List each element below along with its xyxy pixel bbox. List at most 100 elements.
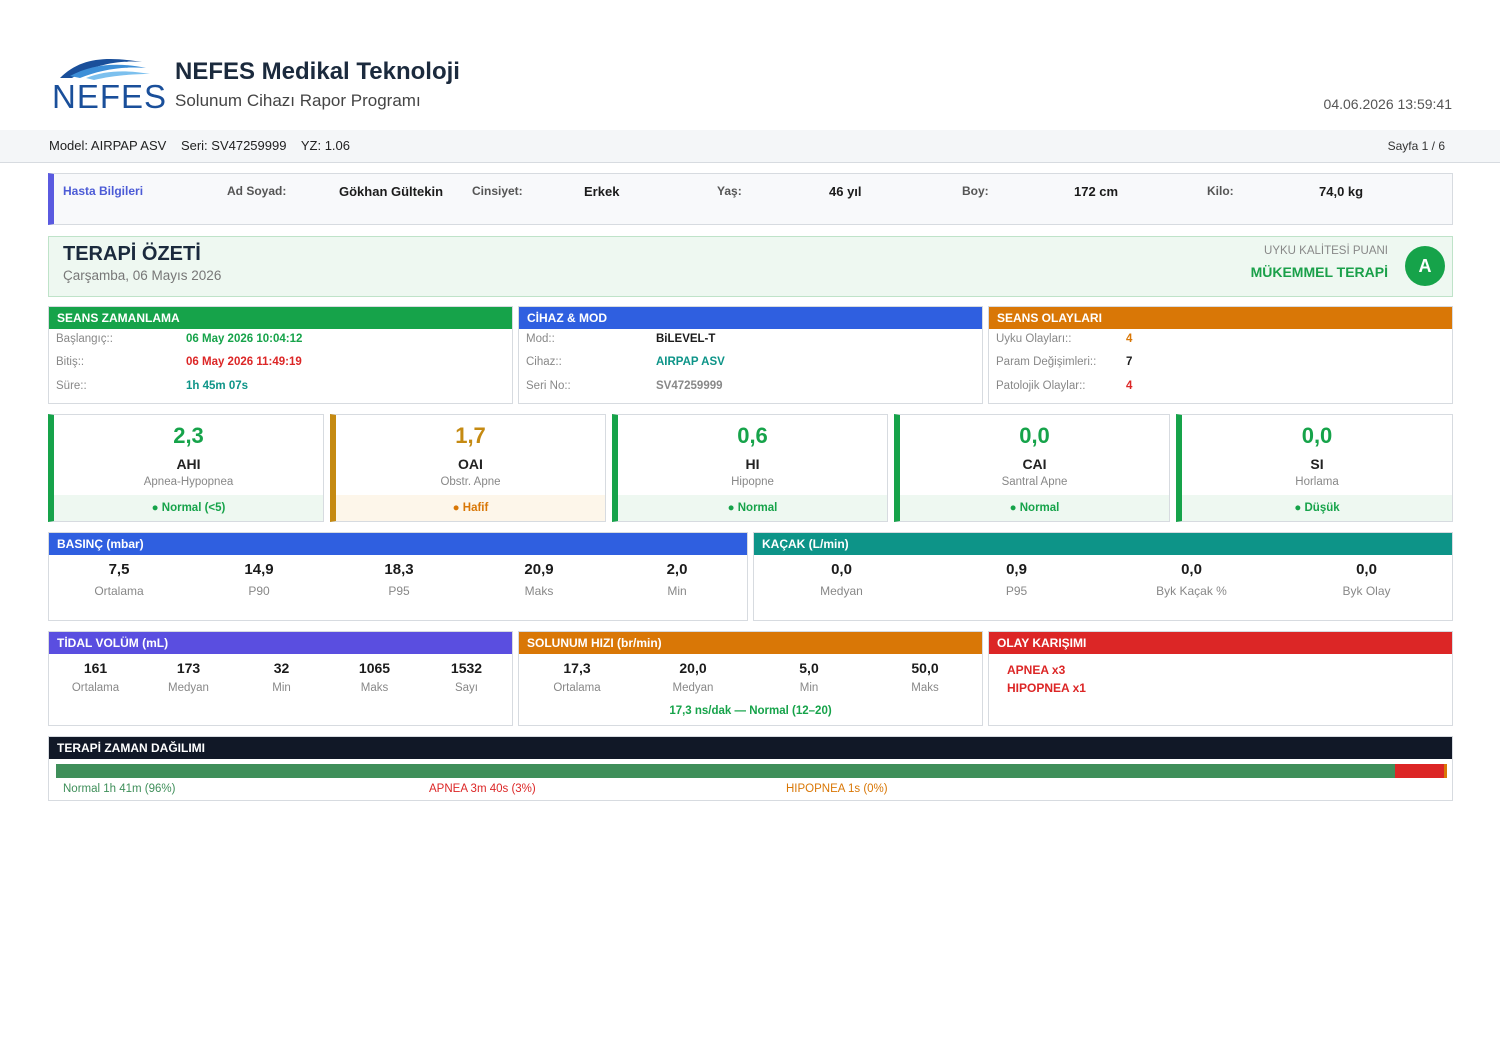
tidal-stat: 32 Min: [235, 660, 328, 694]
tidal-stat-label: Maks: [360, 682, 389, 694]
leak-title: KAÇAK (L/min): [754, 533, 1452, 555]
resp-rate-stat-value: 5,0: [799, 660, 819, 676]
start-value: 06 May 2026 10:04:12: [186, 333, 303, 345]
leak-stat: 0,9 P95: [929, 561, 1104, 598]
pressure-stat-value: 20,9: [524, 561, 554, 578]
serial-label: Seri No::: [526, 380, 571, 392]
patient-heading: Hasta Bilgileri: [63, 184, 144, 198]
session-events-title: SEANS OLAYLARI: [989, 307, 1452, 329]
pressure-stat-value: 18,3: [384, 561, 414, 578]
tidal-volume-panel: TİDAL VOLÜM (mL) 161 Ortalama 173 Medyan…: [48, 631, 513, 726]
pressure-stat: 2,0 Min: [607, 561, 747, 598]
resp-rate-stat-label: Medyan: [672, 682, 714, 694]
tidal-stat-value: 32: [273, 660, 290, 676]
device-strip: Model: AIRPAP ASV Seri: SV47259999 YZ: 1…: [0, 130, 1500, 163]
serial-value: SV47259999: [656, 380, 723, 392]
ahi-desc: Apnea-Hypopnea: [143, 476, 234, 488]
pressure-stat: 20,9 Maks: [469, 561, 609, 598]
patient-age: 46 yıl: [829, 184, 862, 199]
age-label: Yaş:: [717, 184, 742, 198]
oai-desc: Obstr. Apne: [440, 476, 501, 488]
quality-value: MÜKEMMEL TERAPİ: [1250, 264, 1388, 280]
pressure-stat: 7,5 Ortalama: [49, 561, 189, 598]
leak-stat-value: 0,9: [1006, 561, 1027, 578]
leak-stat-label: Byk Olay: [1342, 584, 1391, 598]
device-label: Cihaz::: [526, 356, 562, 368]
metric-card-cai: 0,0 CAI Santral Apne ● Normal: [894, 414, 1170, 522]
tidal-stat: 161 Ortalama: [49, 660, 142, 694]
timeline-label-hipopnea: HIPOPNEA 1s (0%): [786, 783, 888, 795]
si-value: 0,0: [1301, 423, 1333, 448]
resp-rate-stat-value: 20,0: [679, 660, 707, 676]
pressure-stat-value: 14,9: [244, 561, 274, 578]
device-value: AIRPAP ASV: [656, 356, 725, 368]
tidal-stat-value: 161: [83, 660, 108, 676]
summary-title: TERAPİ ÖZETİ: [63, 243, 201, 265]
device-mode-panel: CİHAZ & MOD Mod:: BiLEVEL-T Cihaz:: AIRP…: [518, 306, 983, 404]
pressure-stat: 14,9 P90: [189, 561, 329, 598]
leak-stat-label: Medyan: [820, 584, 863, 598]
resp-rate-stat: 17,3 Ortalama: [519, 660, 635, 694]
oai-value: 1,7: [455, 423, 486, 448]
tidal-stat-value: 1065: [358, 660, 391, 676]
patient-info-bar: Hasta Bilgileri Ad Soyad: Gökhan Gülteki…: [48, 173, 1453, 225]
si-status: ● Düşük: [1182, 495, 1452, 521]
device-firmware: YZ: 1.06: [300, 138, 350, 153]
pressure-stat: 18,3 P95: [329, 561, 469, 598]
tidal-stat-label: Ortalama: [71, 682, 120, 694]
summary-date: Çarşamba, 06 Mayıs 2026: [63, 268, 222, 283]
pressure-stat-label: P95: [388, 584, 410, 598]
resp-rate-stat-label: Min: [799, 682, 819, 694]
resp-rate-panel: SOLUNUM HIZI (br/min) 17,3 Ortalama 20,0…: [518, 631, 983, 726]
timeline-label-normal: Normal 1h 41m (96%): [63, 783, 176, 795]
pressure-stat-value: 2,0: [666, 561, 688, 578]
pressure-stat-label: P90: [248, 584, 270, 598]
oai-code: OAI: [458, 456, 483, 472]
duration-value: 1h 45m 07s: [186, 380, 249, 392]
weight-label: Kilo:: [1207, 184, 1234, 198]
timeline-label-apnea: APNEA 3m 40s (3%): [429, 783, 536, 795]
tidal-title: TİDAL VOLÜM (mL): [49, 632, 512, 654]
name-label: Ad Soyad:: [227, 184, 287, 198]
resp-rate-stat-label: Maks: [911, 682, 939, 694]
hi-code: HI: [745, 456, 760, 472]
mode-label: Mod::: [526, 333, 555, 345]
timeline-segment-apnea: [1395, 764, 1444, 778]
leak-panel: KAÇAK (L/min) 0,0 Medyan 0,9 P95 0,0 Byk…: [753, 532, 1453, 621]
page-number: Sayfa 1 / 6: [1387, 139, 1445, 153]
gender-label: Cinsiyet:: [472, 184, 523, 198]
patient-name: Gökhan Gültekin: [339, 184, 444, 199]
leak-stat: 0,0 Byk Kaçak %: [1104, 561, 1279, 598]
leak-stat-value: 0,0: [831, 561, 852, 578]
si-code: SI: [1310, 456, 1324, 472]
leak-stat-label: P95: [1005, 584, 1028, 598]
company-name: NEFES Medikal Teknoloji: [175, 58, 460, 85]
resp-rate-stat-value: 50,0: [911, 660, 939, 676]
pathologic-events-label: Patolojik Olaylar::: [996, 380, 1086, 392]
resp-rate-stat: 20,0 Medyan: [635, 660, 751, 694]
start-label: Başlangıç::: [56, 333, 113, 345]
event-mix-item: HIPOPNEA x1: [1007, 681, 1086, 695]
device-serial: Seri: SV47259999: [180, 138, 287, 153]
oai-status: ● Hafif: [336, 495, 605, 521]
tidal-stat-label: Medyan: [168, 682, 209, 694]
patient-gender: Erkek: [584, 184, 620, 199]
cai-status: ● Normal: [900, 495, 1169, 521]
param-changes-label: Param Değişimleri::: [996, 356, 1097, 368]
session-timing-panel: SEANS ZAMANLAMA Başlangıç:: 06 May 2026 …: [48, 306, 513, 404]
metric-card-hi: 0,6 HI Hipopne ● Normal: [612, 414, 888, 522]
resp-rate-stat-value: 17,3: [563, 660, 591, 676]
tidal-stat: 1065 Maks: [328, 660, 421, 694]
cai-code: CAI: [1022, 456, 1047, 472]
si-desc: Horlama: [1295, 476, 1339, 488]
nefes-logo: NEFES: [50, 52, 166, 115]
wave-icon: [60, 59, 150, 80]
metric-card-ahi: 2,3 AHI Apnea-Hypopnea ● Normal (<5): [48, 414, 324, 522]
pressure-stat-value: 7,5: [108, 561, 130, 578]
pressure-stat-label: Ortalama: [94, 584, 144, 598]
sleep-events-value: 4: [1126, 333, 1133, 345]
leak-stat-value: 0,0: [1356, 561, 1377, 578]
pathologic-events-value: 4: [1126, 380, 1133, 392]
device-mode-title: CİHAZ & MOD: [519, 307, 982, 329]
logo-wordmark: NEFES: [52, 78, 168, 115]
